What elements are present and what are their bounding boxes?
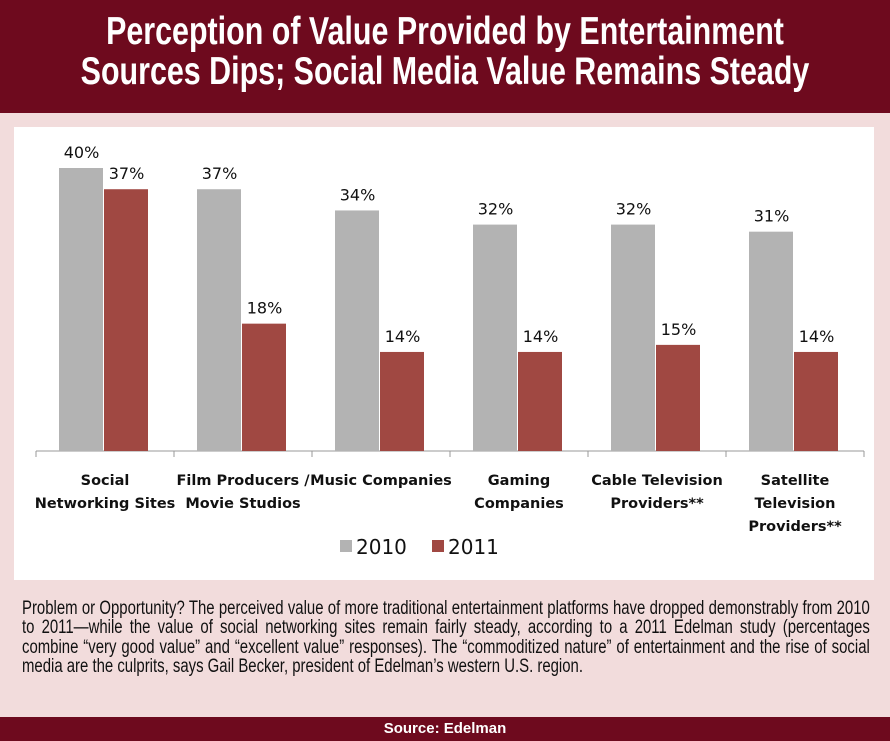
bar-2011-5 — [794, 351, 838, 451]
bar-2011-4 — [656, 344, 700, 451]
legend-label-2011: 2011 — [448, 535, 499, 559]
data-label-2010-3: 32% — [478, 200, 514, 219]
data-label-2011-2: 14% — [385, 327, 421, 346]
data-label-2011-4: 15% — [661, 320, 697, 339]
bar-2011-3 — [518, 351, 562, 451]
category-label-4: Cable Television — [591, 473, 723, 489]
category-label-3: Gaming — [488, 473, 550, 489]
bar-chart: 40% 37% Social Networking Sites 37% 18% Film P… — [35, 143, 865, 559]
legend-swatch-2010 — [340, 540, 352, 552]
category-label-1: Film Producers / — [177, 473, 311, 489]
category-label-0: Networking Sites — [35, 496, 176, 512]
title-line-1: Perception of Value Provided by Entertai… — [106, 10, 784, 53]
chart-title: Perception of Value Provided by Entertai… — [16, 12, 874, 92]
data-label-2010-0: 40% — [64, 143, 100, 162]
bar-2010-0 — [59, 168, 103, 451]
bar-2010-3 — [473, 224, 517, 451]
bar-2010-2 — [335, 210, 379, 451]
category-label-5: Television — [755, 496, 836, 512]
category-label-5: Satellite — [761, 473, 830, 489]
caption-text: Problem or Opportunity? The perceived va… — [22, 598, 870, 677]
category-label-2: Music Companies — [310, 473, 452, 489]
legend-label-2010: 2010 — [356, 535, 407, 559]
source-footer: Source: Edelman — [0, 717, 890, 741]
data-label-2011-1: 18% — [247, 299, 283, 318]
data-label-2010-5: 31% — [754, 207, 790, 226]
bar-2011-2 — [380, 351, 424, 451]
title-line-2: Sources Dips; Social Media Value Remains… — [80, 50, 810, 93]
legend-swatch-2011 — [432, 540, 444, 552]
category-label-3: Companies — [474, 496, 564, 512]
title-banner: Perception of Value Provided by Entertai… — [0, 0, 890, 113]
data-label-2011-5: 14% — [799, 327, 835, 346]
chart-panel: 40% 37% Social Networking Sites 37% 18% Film P… — [14, 127, 874, 580]
bar-2011-0 — [104, 189, 148, 451]
data-label-2010-2: 34% — [340, 185, 376, 204]
bar-2010-1 — [197, 189, 241, 451]
data-label-2011-3: 14% — [523, 327, 559, 346]
data-label-2011-0: 37% — [109, 164, 145, 183]
data-label-2010-4: 32% — [616, 200, 652, 219]
category-label-5: Providers** — [748, 519, 842, 535]
bar-2010-5 — [749, 231, 793, 451]
bar-2011-1 — [242, 323, 286, 451]
category-label-4: Providers** — [610, 496, 704, 512]
category-label-1: Movie Studios — [185, 496, 300, 512]
bar-2010-4 — [611, 224, 655, 451]
data-label-2010-1: 37% — [202, 164, 238, 183]
category-label-0: Social — [81, 473, 130, 489]
